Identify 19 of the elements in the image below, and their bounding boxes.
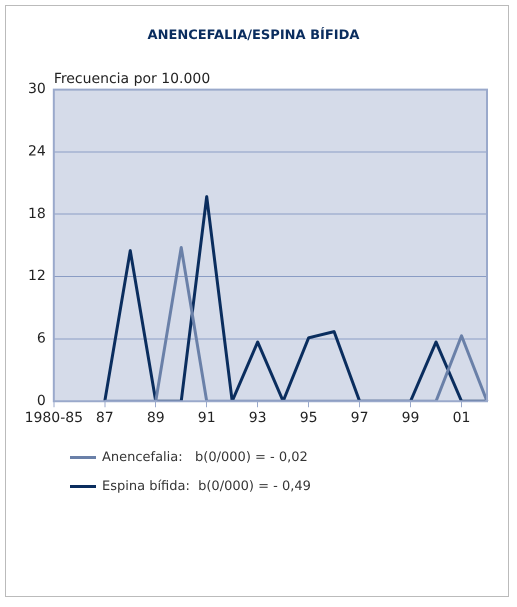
y-tick-label: 24 xyxy=(28,144,46,160)
y-tick-label: 0 xyxy=(36,392,46,409)
legend-label: Espina bífida: b(0/000) = - 0,49 xyxy=(102,479,311,494)
x-tick-label: 1980-85 xyxy=(24,410,84,426)
y-axis-title: Frecuencia por 10.000 xyxy=(54,71,210,88)
y-tick-label: 6 xyxy=(36,330,46,347)
x-tick-label: 97 xyxy=(350,410,369,426)
chart-title: ANENCEFALIA/ESPINA BÍFIDA xyxy=(148,26,360,44)
x-tick-label: 93 xyxy=(248,410,267,426)
x-tick-label: 89 xyxy=(146,410,165,426)
y-tick-label: 30 xyxy=(28,81,46,98)
x-tick-label: 99 xyxy=(402,410,420,426)
x-tick-label: 01 xyxy=(452,410,470,426)
x-tick-label: 87 xyxy=(96,410,114,426)
x-tick-label: 95 xyxy=(300,410,318,426)
x-tick-label: 91 xyxy=(198,410,216,426)
legend-label: Anencefalia: b(0/000) = - 0,02 xyxy=(102,450,308,465)
y-tick-label: 12 xyxy=(28,268,46,284)
y-tick-label: 18 xyxy=(28,206,46,222)
